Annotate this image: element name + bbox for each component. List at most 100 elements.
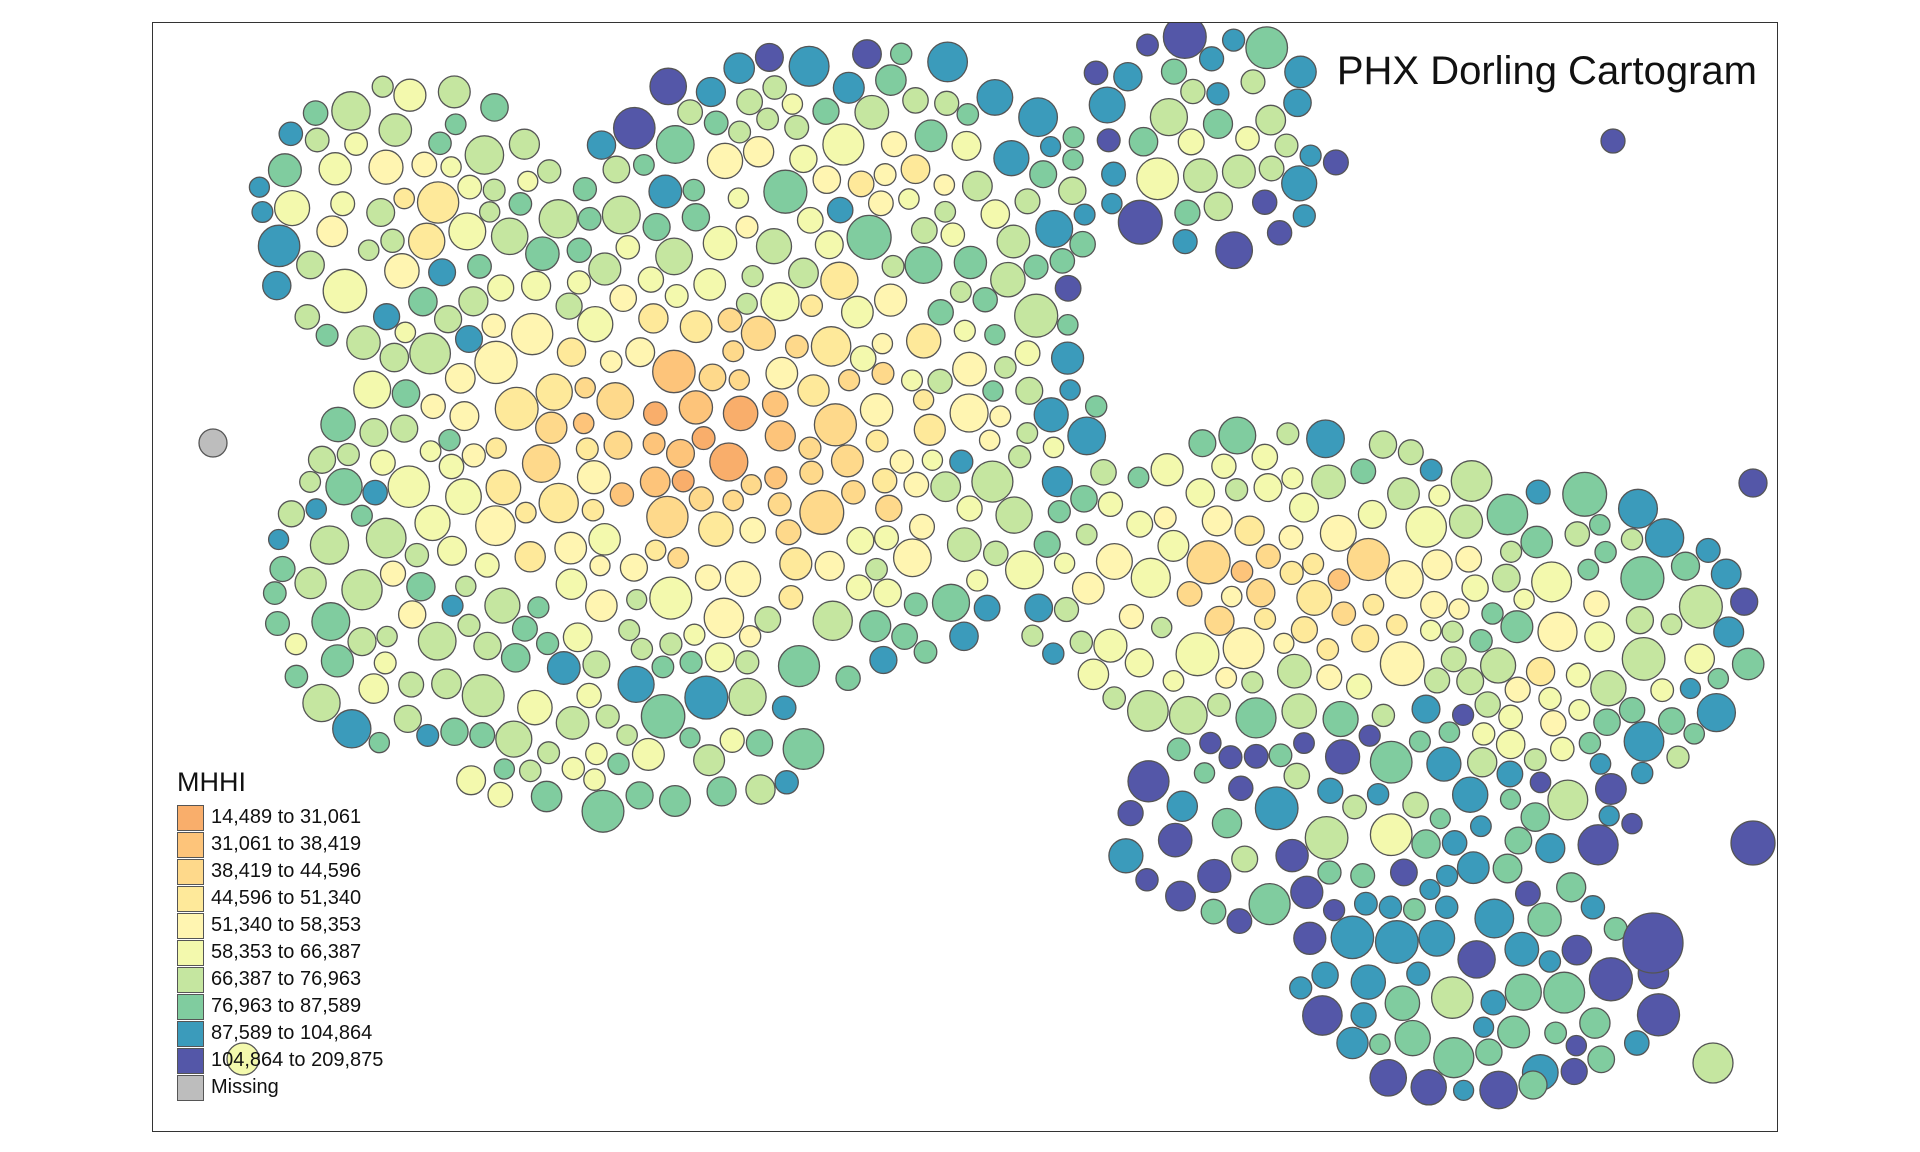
tract-bubble xyxy=(1472,1016,1495,1038)
tract-bubble xyxy=(1157,529,1190,562)
tract-bubble xyxy=(273,189,311,227)
tract-bubble xyxy=(433,305,463,334)
tract-bubble xyxy=(481,313,506,338)
tract-bubble xyxy=(898,188,920,210)
tract-bubble xyxy=(475,505,516,547)
tract-bubble xyxy=(1041,465,1074,498)
legend-item: 44,596 to 51,340 xyxy=(177,885,383,912)
tract-bubble xyxy=(458,286,489,317)
tract-bubble xyxy=(1149,97,1189,137)
tract-bubble xyxy=(574,377,596,399)
tract-bubble xyxy=(1657,707,1686,735)
tract-bubble xyxy=(1448,504,1484,539)
tract-bubble xyxy=(1199,731,1222,755)
tract-bubble xyxy=(1101,192,1123,215)
tract-bubble xyxy=(1067,416,1107,456)
tract-bubble xyxy=(1204,605,1235,637)
tract-bubble xyxy=(1369,740,1413,784)
tract-bubble xyxy=(1600,128,1626,154)
tract-bubble xyxy=(555,292,583,320)
tract-bubble xyxy=(740,474,762,496)
tract-bubble xyxy=(1620,556,1665,601)
tract-bubble xyxy=(378,113,413,147)
legend-label: Missing xyxy=(211,1076,279,1098)
tract-bubble xyxy=(500,642,531,673)
tract-bubble xyxy=(756,107,780,131)
tract-bubble xyxy=(1590,669,1627,707)
tract-bubble xyxy=(684,675,729,720)
tract-bubble xyxy=(1241,671,1264,694)
tract-bubble xyxy=(1206,692,1232,717)
tract-bubble xyxy=(428,258,457,287)
tract-bubble xyxy=(1317,777,1344,804)
tract-bubble xyxy=(1206,82,1230,106)
legend-swatch xyxy=(177,1047,204,1074)
tract-bubble xyxy=(1165,880,1196,912)
tract-bubble xyxy=(982,380,1004,402)
tract-bubble xyxy=(741,264,764,288)
tract-bubble xyxy=(1124,648,1154,678)
tract-bubble xyxy=(1455,545,1483,573)
tract-bubble xyxy=(1021,624,1044,647)
tract-bubble xyxy=(1410,1069,1447,1106)
tract-bubble xyxy=(1293,732,1315,755)
tract-bubble xyxy=(1299,144,1322,167)
tract-bubble xyxy=(1434,895,1459,919)
tract-bubble xyxy=(1172,228,1198,255)
tract-bubble xyxy=(1418,919,1456,957)
tract-bubble xyxy=(1387,477,1420,511)
tract-bubble xyxy=(781,93,804,115)
tract-bubble xyxy=(1284,55,1317,89)
tract-bubble xyxy=(1535,833,1566,864)
tract-bubble xyxy=(1281,165,1318,202)
tract-bubble xyxy=(267,528,290,551)
tract-bubble xyxy=(1273,632,1295,654)
tract-bubble xyxy=(1374,920,1419,964)
tract-bubble xyxy=(1281,693,1318,729)
tract-bubble xyxy=(1529,771,1552,794)
tract-bubble xyxy=(1004,550,1045,590)
tract-bubble xyxy=(1073,203,1096,226)
tract-bubble xyxy=(644,539,667,562)
tract-bubble xyxy=(1090,458,1117,486)
tract-bubble xyxy=(1222,627,1265,670)
tract-bubble xyxy=(1176,580,1203,607)
tract-bubble xyxy=(320,406,356,443)
tract-bubble xyxy=(1330,915,1375,960)
tract-bubble xyxy=(384,253,420,289)
tract-bubble xyxy=(583,768,606,791)
tract-bubble xyxy=(1420,590,1448,619)
tract-bubble xyxy=(1296,579,1333,616)
tract-bubble xyxy=(1496,760,1524,788)
tract-bubble xyxy=(577,206,602,231)
tract-bubble xyxy=(495,720,533,758)
tract-bubble xyxy=(800,294,824,318)
tract-bubble xyxy=(408,286,438,317)
tract-bubble xyxy=(393,78,427,112)
tract-bubble xyxy=(956,495,983,522)
tract-bubble xyxy=(525,236,560,272)
tract-bubble xyxy=(555,705,590,740)
tract-bubble xyxy=(736,88,764,116)
tract-bubble xyxy=(393,704,422,734)
tract-bubble xyxy=(1362,593,1385,616)
legend-title: MHHI xyxy=(177,767,246,797)
tract-bubble xyxy=(1102,686,1127,710)
tract-bubble xyxy=(1324,739,1361,775)
tract-bubble xyxy=(380,228,405,254)
tract-bubble xyxy=(1197,858,1232,894)
tract-bubble xyxy=(376,625,398,648)
tract-bubble xyxy=(517,689,553,726)
tract-bubble xyxy=(840,295,874,329)
tract-bubble xyxy=(658,784,692,818)
tract-bubble xyxy=(581,789,625,833)
tract-bubble xyxy=(1342,794,1368,820)
tract-bubble xyxy=(993,356,1017,379)
tract-bubble xyxy=(1290,616,1319,644)
tract-bubble xyxy=(1056,313,1079,336)
tract-bubble xyxy=(322,268,368,314)
tract-bubble xyxy=(1033,397,1069,433)
tract-bubble xyxy=(990,261,1026,298)
tract-bubble xyxy=(1623,1030,1650,1056)
tract-bubble xyxy=(1346,537,1391,582)
